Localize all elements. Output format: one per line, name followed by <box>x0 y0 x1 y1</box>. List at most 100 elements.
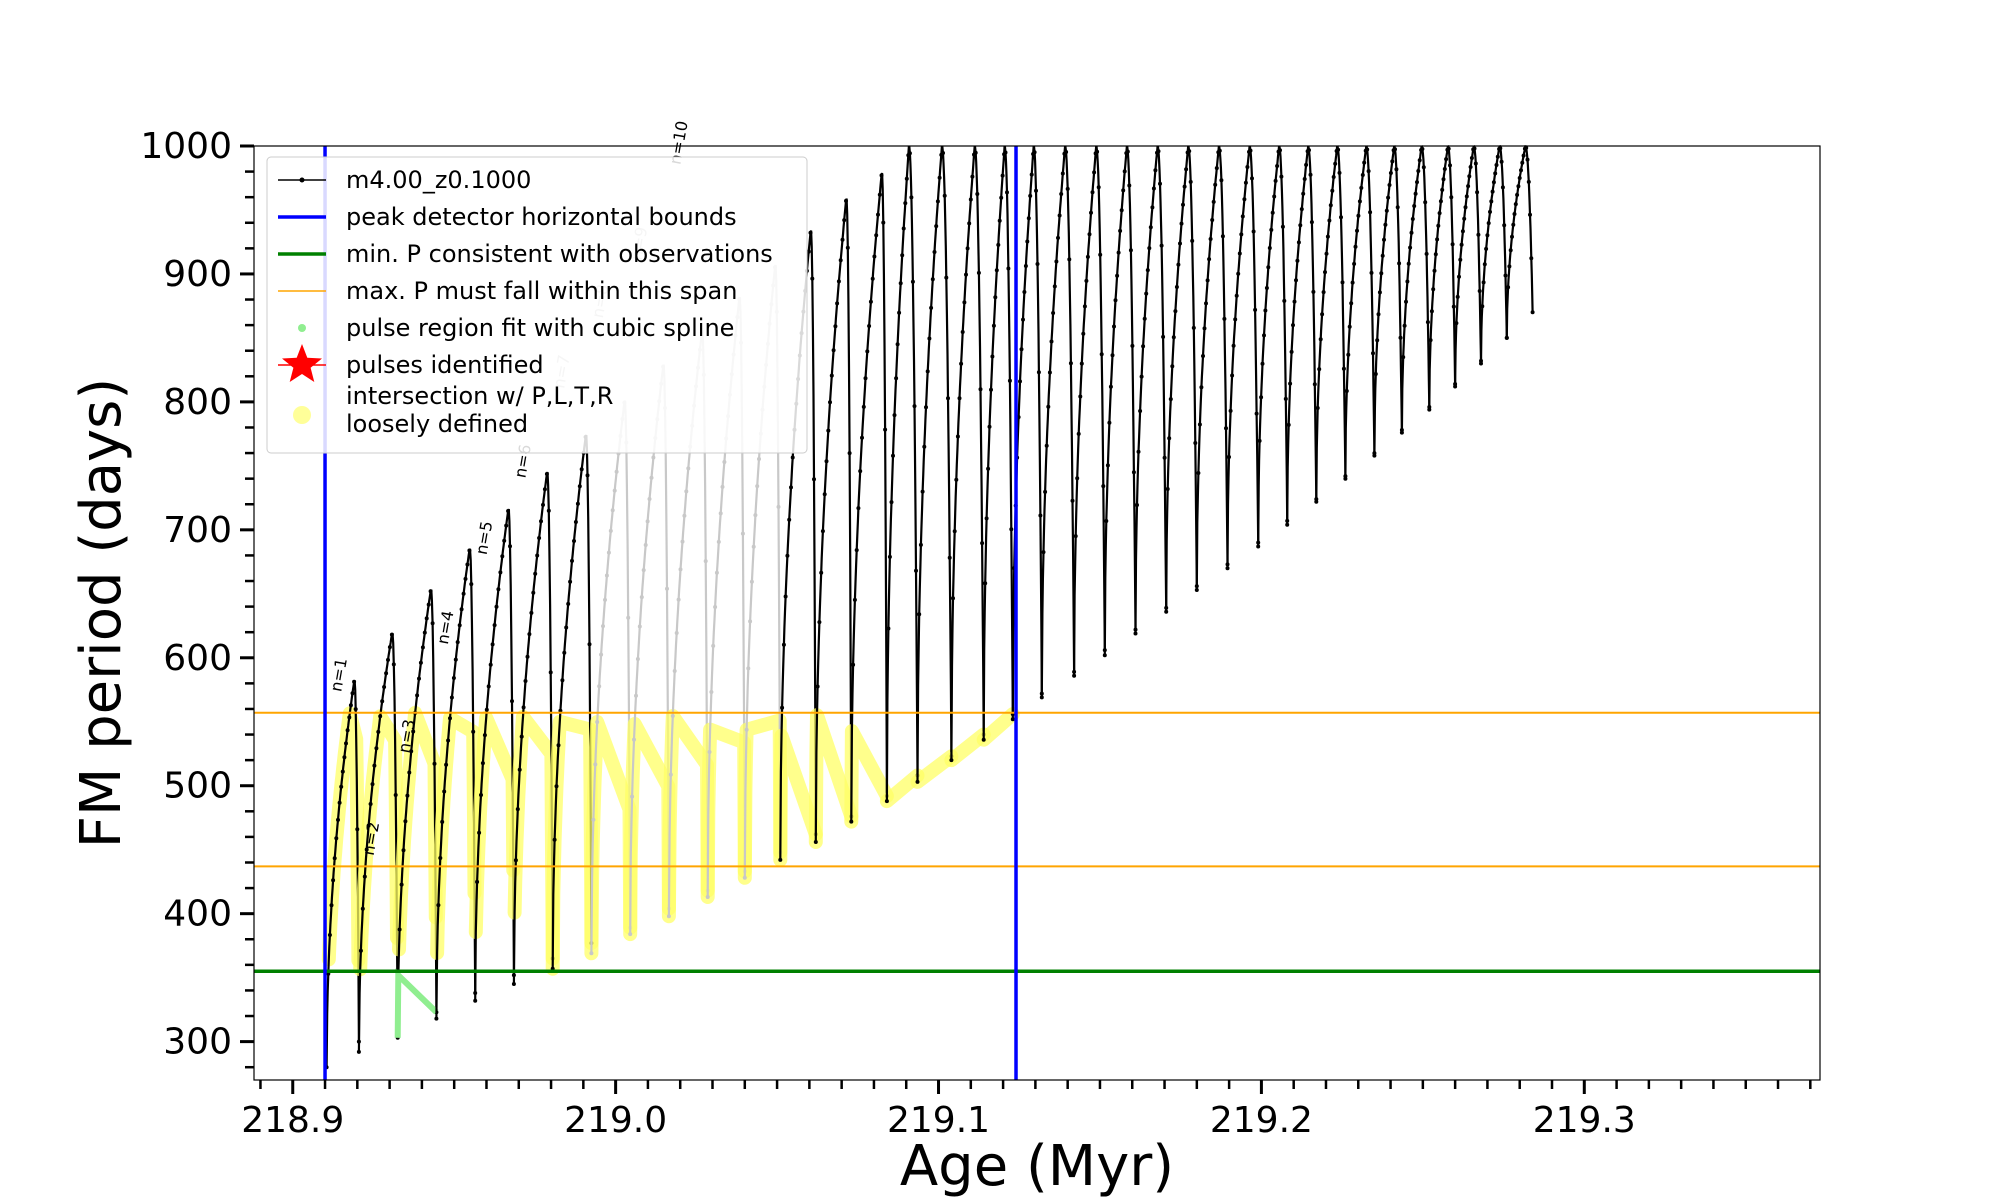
data-point <box>411 729 416 734</box>
data-point <box>1115 273 1120 278</box>
data-point <box>1285 522 1290 527</box>
data-point <box>347 715 352 720</box>
y-tick-label: 1000 <box>140 126 232 167</box>
data-point <box>1420 147 1425 151</box>
data-point <box>1156 149 1161 154</box>
legend-swatch-dot <box>299 177 305 183</box>
data-point <box>1191 325 1196 330</box>
data-point <box>901 226 906 231</box>
data-point <box>1476 232 1481 237</box>
data-point <box>980 541 985 546</box>
data-point <box>1184 167 1189 172</box>
data-point <box>1110 353 1115 358</box>
data-point <box>589 951 594 956</box>
data-point <box>403 819 408 824</box>
data-point <box>344 741 348 746</box>
data-point <box>672 669 677 673</box>
legend-label: pulse region fit with cubic spline <box>346 314 734 342</box>
data-point <box>455 640 460 645</box>
data-point <box>440 819 445 824</box>
data-point <box>1038 513 1043 518</box>
data-point <box>1046 404 1051 409</box>
data-point <box>376 729 381 734</box>
data-point <box>884 799 889 804</box>
data-point <box>477 830 482 835</box>
data-point <box>1269 227 1274 232</box>
data-point <box>1210 218 1215 222</box>
data-point <box>1484 246 1489 251</box>
data-point <box>951 596 955 601</box>
data-point <box>1406 261 1411 266</box>
data-point <box>1168 397 1173 402</box>
data-point <box>1365 147 1370 152</box>
data-point <box>1366 169 1371 174</box>
data-point <box>482 733 487 738</box>
data-point <box>1279 174 1284 179</box>
data-point <box>1380 253 1385 258</box>
data-point <box>1356 213 1361 218</box>
data-point <box>1462 216 1467 221</box>
data-point <box>548 670 553 675</box>
data-point <box>556 743 561 748</box>
data-point <box>742 875 747 880</box>
data-point <box>444 762 449 767</box>
data-point <box>976 270 981 275</box>
data-point <box>680 539 685 544</box>
data-point <box>930 277 935 282</box>
data-point <box>829 373 834 378</box>
data-point <box>332 856 337 861</box>
data-point <box>397 927 402 932</box>
data-point <box>718 511 723 516</box>
data-point <box>851 662 856 667</box>
data-point <box>1432 268 1437 273</box>
data-point <box>564 625 569 630</box>
data-point <box>986 466 991 471</box>
legend-swatch <box>293 406 311 424</box>
data-point <box>1379 271 1384 276</box>
data-point <box>573 520 578 524</box>
data-point <box>484 707 489 712</box>
data-point <box>356 1049 361 1054</box>
data-point <box>635 657 640 661</box>
data-point <box>436 903 441 908</box>
data-point <box>965 246 970 251</box>
data-point <box>861 404 866 409</box>
data-point <box>740 531 745 536</box>
data-point <box>1387 183 1392 187</box>
data-point <box>1022 290 1027 294</box>
data-point <box>1171 335 1176 340</box>
data-point <box>1073 534 1078 539</box>
data-point <box>978 387 983 392</box>
legend-label: pulses identified <box>346 351 544 379</box>
legend-item: peak detector horizontal bounds <box>278 203 737 231</box>
data-point <box>910 279 915 284</box>
data-point <box>1498 146 1503 151</box>
data-point <box>1413 191 1418 196</box>
data-point <box>1039 695 1044 700</box>
data-point <box>510 699 514 704</box>
data-point <box>914 568 918 573</box>
data-point <box>946 396 950 401</box>
data-point <box>1136 449 1141 454</box>
data-point <box>1516 184 1521 189</box>
data-point <box>1435 237 1440 242</box>
data-point <box>1135 503 1139 507</box>
data-point <box>1350 280 1355 285</box>
data-point <box>984 516 989 521</box>
data-point <box>451 676 456 680</box>
data-point <box>467 548 472 553</box>
data-point <box>521 705 526 710</box>
data-point <box>1239 232 1244 237</box>
data-point <box>929 305 934 310</box>
data-point <box>415 693 420 698</box>
data-point <box>1382 237 1386 242</box>
data-point <box>610 508 615 513</box>
reference-lines <box>254 146 1820 1080</box>
data-point <box>935 199 940 204</box>
data-point <box>1507 264 1512 269</box>
data-point <box>670 714 675 718</box>
data-point <box>854 548 859 553</box>
data-point <box>585 473 590 478</box>
data-point <box>790 455 795 460</box>
data-point <box>1207 257 1212 262</box>
